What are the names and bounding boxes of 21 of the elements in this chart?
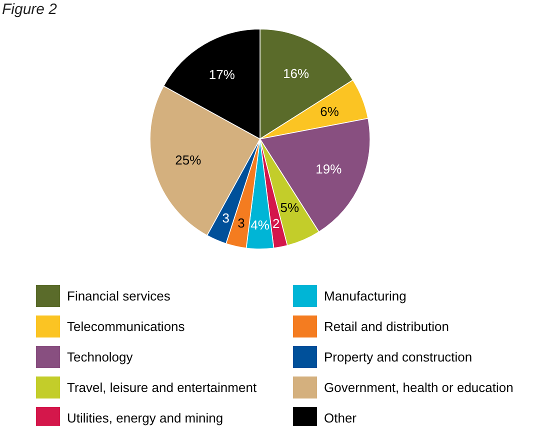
legend-label: Technology xyxy=(67,350,134,365)
data-label: 16% xyxy=(283,66,310,81)
legend-label: Telecommunications xyxy=(67,319,186,334)
legend-label: Other xyxy=(324,410,358,426)
legend-label: Retail and distribution xyxy=(324,319,450,334)
data-label: 17% xyxy=(208,67,236,82)
data-label: 3 xyxy=(238,215,245,230)
data-label: 5% xyxy=(280,200,300,216)
legend-label: Financial services xyxy=(67,288,171,304)
data-label: 25% xyxy=(175,152,202,168)
chart-title: Figure 2 xyxy=(2,1,58,18)
data-label: 6% xyxy=(320,104,340,120)
legend-label: Travel, leisure and entertainment xyxy=(67,380,257,396)
legend-label: Government, health or education xyxy=(324,380,514,396)
data-label: 3 xyxy=(222,210,230,226)
legend-label: Manufacturing xyxy=(324,288,406,304)
legend-label: Utilities, energy and mining xyxy=(67,410,224,426)
legend-label: Property and construction xyxy=(324,350,472,365)
data-label: 19% xyxy=(316,161,342,176)
data-label: 2 xyxy=(272,216,280,231)
data-label: 4% xyxy=(250,217,270,232)
